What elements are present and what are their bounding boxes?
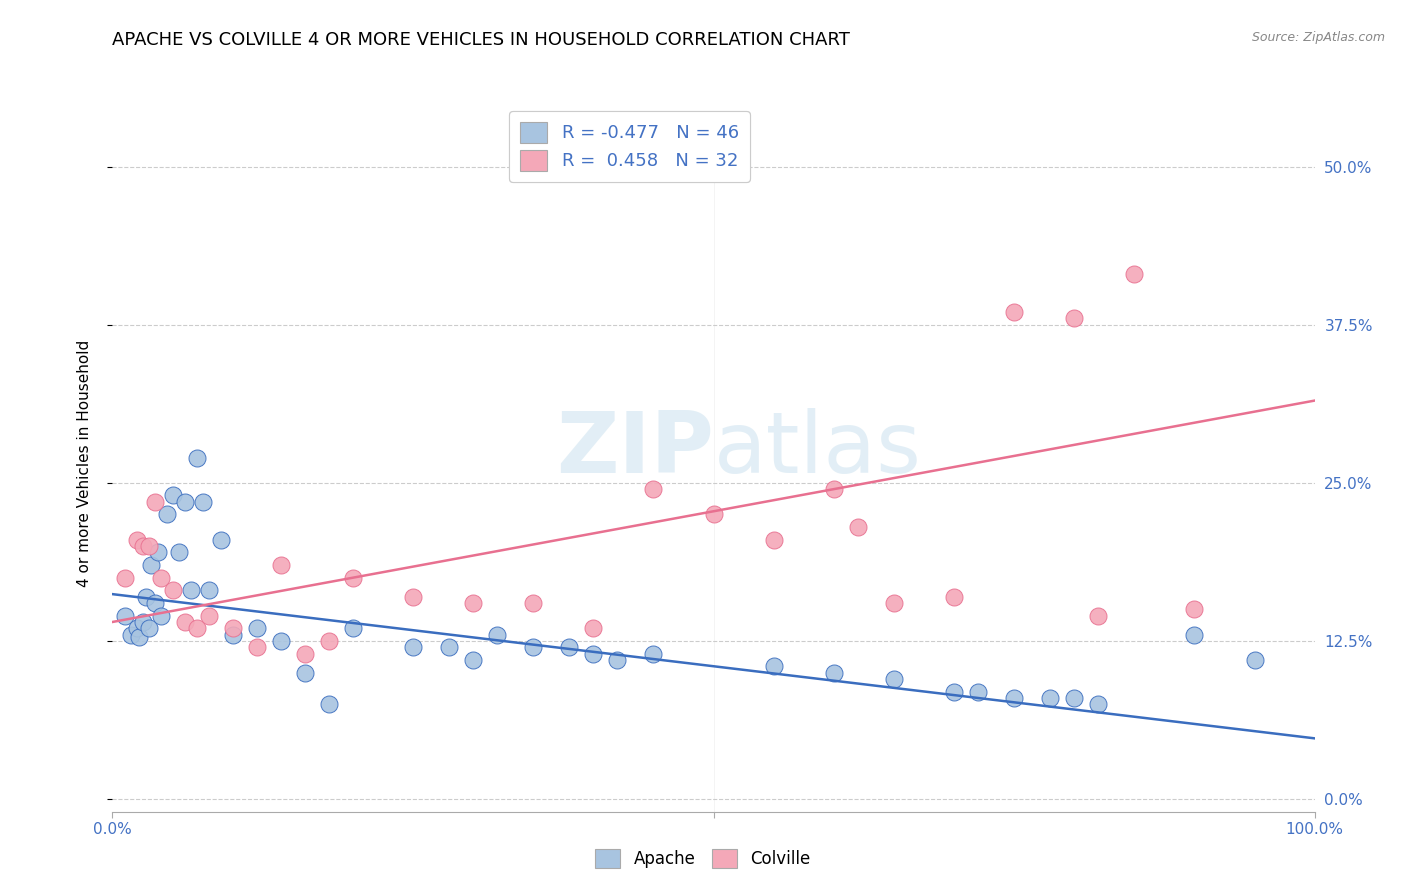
Point bbox=[1184, 627, 1206, 641]
Point bbox=[209, 533, 232, 547]
Point bbox=[173, 495, 195, 509]
Point bbox=[1087, 697, 1109, 711]
Point bbox=[1002, 305, 1025, 319]
Point bbox=[1123, 267, 1146, 281]
Y-axis label: 4 or more Vehicles in Household: 4 or more Vehicles in Household bbox=[77, 340, 91, 588]
Point bbox=[437, 640, 460, 655]
Point bbox=[342, 571, 364, 585]
Point bbox=[143, 495, 166, 509]
Point bbox=[606, 653, 628, 667]
Point bbox=[149, 571, 172, 585]
Point bbox=[162, 488, 184, 502]
Point bbox=[131, 615, 153, 629]
Point bbox=[167, 545, 190, 559]
Point bbox=[558, 640, 581, 655]
Point bbox=[967, 684, 990, 698]
Point bbox=[402, 640, 425, 655]
Point bbox=[125, 533, 148, 547]
Point bbox=[342, 621, 364, 635]
Legend: R = -0.477   N = 46, R =  0.458   N = 32: R = -0.477 N = 46, R = 0.458 N = 32 bbox=[509, 112, 749, 182]
Point bbox=[702, 508, 725, 522]
Point bbox=[246, 621, 269, 635]
Point bbox=[1039, 690, 1062, 705]
Text: Source: ZipAtlas.com: Source: ZipAtlas.com bbox=[1251, 31, 1385, 45]
Point bbox=[186, 450, 208, 465]
Point bbox=[1063, 311, 1085, 326]
Point bbox=[114, 608, 136, 623]
Point bbox=[582, 647, 605, 661]
Point bbox=[149, 608, 172, 623]
Point bbox=[270, 558, 292, 572]
Point bbox=[143, 596, 166, 610]
Point bbox=[222, 627, 245, 641]
Text: APACHE VS COLVILLE 4 OR MORE VEHICLES IN HOUSEHOLD CORRELATION CHART: APACHE VS COLVILLE 4 OR MORE VEHICLES IN… bbox=[112, 31, 851, 49]
Point bbox=[883, 672, 905, 686]
Point bbox=[1243, 653, 1265, 667]
Legend: Apache, Colville: Apache, Colville bbox=[589, 842, 817, 875]
Point bbox=[197, 608, 219, 623]
Point bbox=[582, 621, 605, 635]
Point bbox=[1002, 690, 1025, 705]
Point bbox=[135, 590, 157, 604]
Point bbox=[270, 634, 292, 648]
Point bbox=[942, 684, 965, 698]
Point bbox=[318, 697, 340, 711]
Point bbox=[138, 621, 160, 635]
Point bbox=[128, 630, 150, 644]
Point bbox=[1184, 602, 1206, 616]
Point bbox=[522, 640, 544, 655]
Point bbox=[131, 539, 153, 553]
Point bbox=[120, 627, 142, 641]
Point bbox=[197, 583, 219, 598]
Point bbox=[139, 558, 162, 572]
Text: atlas: atlas bbox=[713, 409, 921, 491]
Point bbox=[643, 482, 665, 496]
Point bbox=[173, 615, 195, 629]
Point bbox=[294, 647, 316, 661]
Point bbox=[318, 634, 340, 648]
Point bbox=[942, 590, 965, 604]
Point bbox=[125, 621, 148, 635]
Point bbox=[823, 482, 845, 496]
Point bbox=[222, 621, 245, 635]
Point bbox=[1087, 608, 1109, 623]
Point bbox=[883, 596, 905, 610]
Point bbox=[246, 640, 269, 655]
Point bbox=[762, 533, 785, 547]
Point bbox=[402, 590, 425, 604]
Text: ZIP: ZIP bbox=[555, 409, 713, 491]
Point bbox=[762, 659, 785, 673]
Point bbox=[643, 647, 665, 661]
Point bbox=[114, 571, 136, 585]
Point bbox=[522, 596, 544, 610]
Point bbox=[186, 621, 208, 635]
Point bbox=[486, 627, 509, 641]
Point bbox=[138, 539, 160, 553]
Point bbox=[155, 508, 177, 522]
Point bbox=[461, 653, 484, 667]
Point bbox=[180, 583, 202, 598]
Point bbox=[846, 520, 869, 534]
Point bbox=[823, 665, 845, 680]
Point bbox=[294, 665, 316, 680]
Point bbox=[162, 583, 184, 598]
Point bbox=[191, 495, 214, 509]
Point bbox=[461, 596, 484, 610]
Point bbox=[146, 545, 169, 559]
Point bbox=[1063, 690, 1085, 705]
